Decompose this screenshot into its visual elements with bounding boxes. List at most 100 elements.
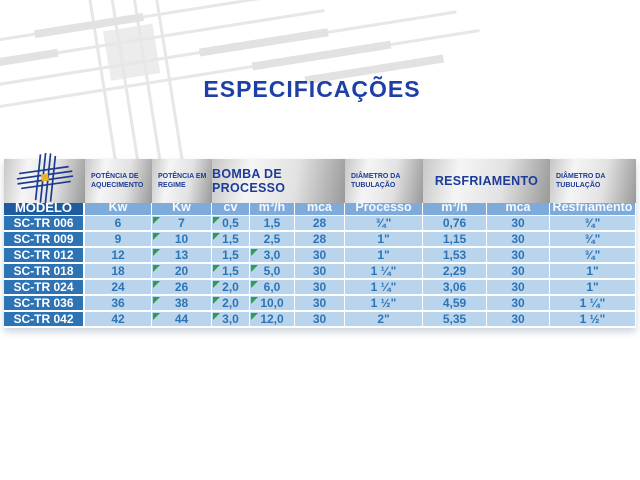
comment-flag-icon xyxy=(251,297,258,304)
value-cell: 28 xyxy=(295,232,345,248)
table-body: SC-TR 006 6 7 0,5 1,5 28 ¾" 0,76 30 ¾" SC-TR 009 9 1… xyxy=(4,216,636,328)
value-cell: 3,0 xyxy=(250,248,295,264)
comment-flag-icon xyxy=(153,313,160,320)
value-cell: 42 xyxy=(85,312,152,328)
value-cell: 6 xyxy=(85,216,152,232)
comment-flag-icon xyxy=(213,297,220,304)
value-cell: 1,5 xyxy=(212,232,250,248)
value-cell: 28 xyxy=(295,216,345,232)
value-cell: 30 xyxy=(295,264,345,280)
group-header: POTÊNCIA DE AQUECIMENTO xyxy=(85,159,152,203)
comment-flag-icon xyxy=(153,217,160,224)
value-cell: ¾" xyxy=(550,232,636,248)
comment-flag-icon xyxy=(251,249,258,256)
value-cell: 30 xyxy=(487,296,550,312)
comment-flag-icon xyxy=(153,297,160,304)
value-cell: 1 ¼" xyxy=(345,264,423,280)
comment-flag-icon xyxy=(153,249,160,256)
comment-flag-icon xyxy=(213,281,220,288)
group-header: DIÂMETRO DA TUBULAÇÃO xyxy=(550,159,636,203)
value-cell: ¾" xyxy=(550,248,636,264)
value-cell: 9 xyxy=(85,232,152,248)
value-cell: 0,5 xyxy=(212,216,250,232)
value-cell: 26 xyxy=(152,280,212,296)
value-cell: 2,0 xyxy=(212,296,250,312)
value-cell: 1 ½" xyxy=(345,296,423,312)
value-cell: 44 xyxy=(152,312,212,328)
value-cell: 2" xyxy=(345,312,423,328)
group-header: POTÊNCIA EM REGIME xyxy=(152,159,212,203)
model-cell: SC-TR 006 xyxy=(4,216,85,232)
table-row: SC-TR 012 12 13 1,5 3,0 30 1" 1,53 30 ¾" xyxy=(4,248,636,264)
value-cell: 0,76 xyxy=(423,216,487,232)
group-header: BOMBA DE PROCESSO xyxy=(212,159,345,203)
value-cell: 36 xyxy=(85,296,152,312)
value-cell: 1,15 xyxy=(423,232,487,248)
value-cell: 1 ½" xyxy=(550,312,636,328)
value-cell: 30 xyxy=(487,264,550,280)
value-cell: 1,5 xyxy=(212,248,250,264)
page-title: ESPECIFICAÇÕES xyxy=(203,76,421,102)
group-header-band: POTÊNCIA DE AQUECIMENTO POTÊNCIA EM REGIM… xyxy=(4,153,636,203)
value-cell: 1" xyxy=(550,264,636,280)
comment-flag-icon xyxy=(153,233,160,240)
value-cell: 30 xyxy=(295,280,345,296)
comment-flag-icon xyxy=(251,265,258,272)
value-cell: 30 xyxy=(295,312,345,328)
model-cell: SC-TR 018 xyxy=(4,264,85,280)
value-cell: 5,0 xyxy=(250,264,295,280)
value-cell: 24 xyxy=(85,280,152,296)
value-cell: 2,5 xyxy=(250,232,295,248)
value-cell: 7 xyxy=(152,216,212,232)
value-cell: 1 ¼" xyxy=(550,296,636,312)
comment-flag-icon xyxy=(251,281,258,288)
comment-flag-icon xyxy=(153,265,160,272)
value-cell: 1,5 xyxy=(250,216,295,232)
comment-flag-icon xyxy=(213,217,220,224)
value-cell: 1" xyxy=(345,232,423,248)
value-cell: 20 xyxy=(152,264,212,280)
value-cell: 30 xyxy=(295,296,345,312)
value-cell: 3,06 xyxy=(423,280,487,296)
value-cell: 30 xyxy=(487,280,550,296)
value-cell: 30 xyxy=(487,248,550,264)
comment-flag-icon xyxy=(251,313,258,320)
value-cell: 2,29 xyxy=(423,264,487,280)
model-cell: SC-TR 012 xyxy=(4,248,85,264)
group-header: RESFRIAMENTO xyxy=(423,159,550,203)
value-cell: 18 xyxy=(85,264,152,280)
logo-segment xyxy=(4,153,85,203)
value-cell: 1,53 xyxy=(423,248,487,264)
table-row: SC-TR 009 9 10 1,5 2,5 28 1" 1,15 30 ¾" xyxy=(4,232,636,248)
value-cell: 3,0 xyxy=(212,312,250,328)
value-cell: 2,0 xyxy=(212,280,250,296)
value-cell: ¾" xyxy=(550,216,636,232)
model-cell: SC-TR 042 xyxy=(4,312,85,328)
comment-flag-icon xyxy=(213,313,220,320)
specifications-table: POTÊNCIA DE AQUECIMENTO POTÊNCIA EM REGIM… xyxy=(4,153,636,328)
table-row: SC-TR 036 36 38 2,0 10,0 30 1 ½" 4,59 30 1 ¼" xyxy=(4,296,636,312)
value-cell: 1" xyxy=(550,280,636,296)
value-cell: 12 xyxy=(85,248,152,264)
value-cell: 13 xyxy=(152,248,212,264)
model-cell: SC-TR 024 xyxy=(4,280,85,296)
value-cell: 1,5 xyxy=(212,264,250,280)
value-cell: ¾" xyxy=(345,216,423,232)
comment-flag-icon xyxy=(213,265,220,272)
value-cell: 10 xyxy=(152,232,212,248)
value-cell: 30 xyxy=(487,216,550,232)
table-row: SC-TR 024 24 26 2,0 6,0 30 1 ¼" 3,06 30 1" xyxy=(4,280,636,296)
value-cell: 1" xyxy=(345,248,423,264)
table-row: SC-TR 018 18 20 1,5 5,0 30 1 ¼" 2,29 30 1" xyxy=(4,264,636,280)
comment-flag-icon xyxy=(153,281,160,288)
value-cell: 5,35 xyxy=(423,312,487,328)
table-row: SC-TR 042 42 44 3,0 12,0 30 2" 5,35 30 1 ½" xyxy=(4,312,636,328)
value-cell: 30 xyxy=(487,232,550,248)
value-cell: 10,0 xyxy=(250,296,295,312)
value-cell: 1 ¼" xyxy=(345,280,423,296)
value-cell: 12,0 xyxy=(250,312,295,328)
model-cell: SC-TR 036 xyxy=(4,296,85,312)
value-cell: 38 xyxy=(152,296,212,312)
weave-cross-logo-icon xyxy=(16,153,73,203)
table-row: SC-TR 006 6 7 0,5 1,5 28 ¾" 0,76 30 ¾" xyxy=(4,216,636,232)
